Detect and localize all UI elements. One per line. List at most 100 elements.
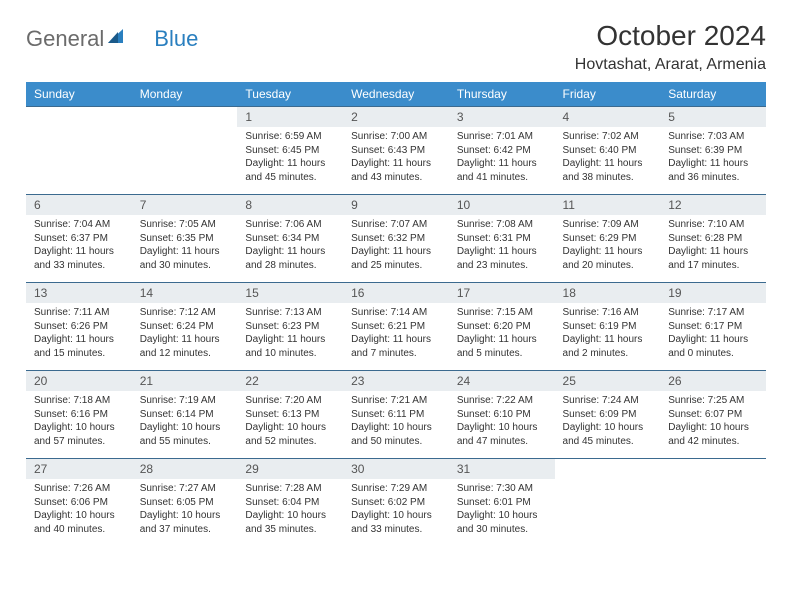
daylight-text: Daylight: 10 hours and 52 minutes. <box>245 421 335 448</box>
sunrise-text: Sunrise: 7:02 AM <box>563 130 653 144</box>
sunrise-text: Sunrise: 6:59 AM <box>245 130 335 144</box>
daylight-text: Daylight: 10 hours and 37 minutes. <box>140 509 230 536</box>
calendar-day-cell: 18Sunrise: 7:16 AMSunset: 6:19 PMDayligh… <box>555 283 661 371</box>
day-details: Sunrise: 7:16 AMSunset: 6:19 PMDaylight:… <box>555 303 661 364</box>
sunrise-text: Sunrise: 7:05 AM <box>140 218 230 232</box>
sunrise-text: Sunrise: 7:08 AM <box>457 218 547 232</box>
sunrise-text: Sunrise: 7:06 AM <box>245 218 335 232</box>
calendar-day-cell: 19Sunrise: 7:17 AMSunset: 6:17 PMDayligh… <box>660 283 766 371</box>
day-details: Sunrise: 7:24 AMSunset: 6:09 PMDaylight:… <box>555 391 661 452</box>
sunrise-text: Sunrise: 7:14 AM <box>351 306 441 320</box>
calendar-table: SundayMondayTuesdayWednesdayThursdayFrid… <box>26 82 766 547</box>
sunset-text: Sunset: 6:14 PM <box>140 408 230 422</box>
sunrise-text: Sunrise: 7:01 AM <box>457 130 547 144</box>
sunset-text: Sunset: 6:29 PM <box>563 232 653 246</box>
daylight-text: Daylight: 11 hours and 45 minutes. <box>245 157 335 184</box>
sunset-text: Sunset: 6:09 PM <box>563 408 653 422</box>
calendar-day-cell: 1Sunrise: 6:59 AMSunset: 6:45 PMDaylight… <box>237 107 343 195</box>
daylight-text: Daylight: 10 hours and 33 minutes. <box>351 509 441 536</box>
calendar-day-cell: 30Sunrise: 7:29 AMSunset: 6:02 PMDayligh… <box>343 459 449 547</box>
calendar-day-cell: 15Sunrise: 7:13 AMSunset: 6:23 PMDayligh… <box>237 283 343 371</box>
calendar-page: General Blue October 2024 Hovtashat, Ara… <box>0 0 792 547</box>
daylight-text: Daylight: 10 hours and 55 minutes. <box>140 421 230 448</box>
calendar-week-row: 13Sunrise: 7:11 AMSunset: 6:26 PMDayligh… <box>26 283 766 371</box>
day-details: Sunrise: 7:19 AMSunset: 6:14 PMDaylight:… <box>132 391 238 452</box>
day-number: 16 <box>343 283 449 303</box>
sunrise-text: Sunrise: 7:10 AM <box>668 218 758 232</box>
calendar-day-cell: .. <box>132 107 238 195</box>
sunset-text: Sunset: 6:32 PM <box>351 232 441 246</box>
day-number: 20 <box>26 371 132 391</box>
sunrise-text: Sunrise: 7:07 AM <box>351 218 441 232</box>
day-details: Sunrise: 7:07 AMSunset: 6:32 PMDaylight:… <box>343 215 449 276</box>
daylight-text: Daylight: 11 hours and 15 minutes. <box>34 333 124 360</box>
calendar-day-cell: 22Sunrise: 7:20 AMSunset: 6:13 PMDayligh… <box>237 371 343 459</box>
day-number: 9 <box>343 195 449 215</box>
day-details: Sunrise: 7:21 AMSunset: 6:11 PMDaylight:… <box>343 391 449 452</box>
sunset-text: Sunset: 6:17 PM <box>668 320 758 334</box>
weekday-header: Friday <box>555 82 661 107</box>
sunset-text: Sunset: 6:04 PM <box>245 496 335 510</box>
title-block: October 2024 Hovtashat, Ararat, Armenia <box>575 20 766 74</box>
calendar-day-cell: 27Sunrise: 7:26 AMSunset: 6:06 PMDayligh… <box>26 459 132 547</box>
calendar-day-cell: 6Sunrise: 7:04 AMSunset: 6:37 PMDaylight… <box>26 195 132 283</box>
logo: General Blue <box>26 20 198 52</box>
day-number: 28 <box>132 459 238 479</box>
day-details: Sunrise: 7:12 AMSunset: 6:24 PMDaylight:… <box>132 303 238 364</box>
calendar-day-cell: 21Sunrise: 7:19 AMSunset: 6:14 PMDayligh… <box>132 371 238 459</box>
daylight-text: Daylight: 11 hours and 43 minutes. <box>351 157 441 184</box>
day-number: 18 <box>555 283 661 303</box>
sunrise-text: Sunrise: 7:13 AM <box>245 306 335 320</box>
weekday-header: Sunday <box>26 82 132 107</box>
day-number: 3 <box>449 107 555 127</box>
day-details: Sunrise: 7:26 AMSunset: 6:06 PMDaylight:… <box>26 479 132 540</box>
calendar-day-cell: 20Sunrise: 7:18 AMSunset: 6:16 PMDayligh… <box>26 371 132 459</box>
day-details: Sunrise: 7:10 AMSunset: 6:28 PMDaylight:… <box>660 215 766 276</box>
logo-text-blue: Blue <box>154 26 198 52</box>
sunrise-text: Sunrise: 7:27 AM <box>140 482 230 496</box>
sunset-text: Sunset: 6:31 PM <box>457 232 547 246</box>
sunrise-text: Sunrise: 7:17 AM <box>668 306 758 320</box>
calendar-day-cell: 24Sunrise: 7:22 AMSunset: 6:10 PMDayligh… <box>449 371 555 459</box>
calendar-day-cell: 11Sunrise: 7:09 AMSunset: 6:29 PMDayligh… <box>555 195 661 283</box>
day-number: 1 <box>237 107 343 127</box>
sunset-text: Sunset: 6:21 PM <box>351 320 441 334</box>
calendar-day-cell: 16Sunrise: 7:14 AMSunset: 6:21 PMDayligh… <box>343 283 449 371</box>
sunset-text: Sunset: 6:24 PM <box>140 320 230 334</box>
day-number: 25 <box>555 371 661 391</box>
calendar-day-cell: 10 Sunrise: 7:08 AMSunset: 6:31 PMDayligh… <box>449 195 555 283</box>
sunset-text: Sunset: 6:28 PM <box>668 232 758 246</box>
day-number: 21 <box>132 371 238 391</box>
weekday-header: Thursday <box>449 82 555 107</box>
daylight-text: Daylight: 10 hours and 30 minutes. <box>457 509 547 536</box>
daylight-text: Daylight: 11 hours and 23 minutes. <box>457 245 547 272</box>
sunset-text: Sunset: 6:13 PM <box>245 408 335 422</box>
daylight-text: Daylight: 11 hours and 2 minutes. <box>563 333 653 360</box>
calendar-day-cell: 31Sunrise: 7:30 AMSunset: 6:01 PMDayligh… <box>449 459 555 547</box>
sunrise-text: Sunrise: 7:00 AM <box>351 130 441 144</box>
daylight-text: Daylight: 10 hours and 57 minutes. <box>34 421 124 448</box>
sunset-text: Sunset: 6:19 PM <box>563 320 653 334</box>
weekday-header: Saturday <box>660 82 766 107</box>
day-number: 12 <box>660 195 766 215</box>
calendar-day-cell: .. <box>660 459 766 547</box>
calendar-day-cell: 8Sunrise: 7:06 AMSunset: 6:34 PMDaylight… <box>237 195 343 283</box>
day-details: Sunrise: 6:59 AMSunset: 6:45 PMDaylight:… <box>237 127 343 188</box>
daylight-text: Daylight: 10 hours and 42 minutes. <box>668 421 758 448</box>
day-details: Sunrise: 7:28 AMSunset: 6:04 PMDaylight:… <box>237 479 343 540</box>
sunset-text: Sunset: 6:10 PM <box>457 408 547 422</box>
day-details: Sunrise: 7:27 AMSunset: 6:05 PMDaylight:… <box>132 479 238 540</box>
sunset-text: Sunset: 6:07 PM <box>668 408 758 422</box>
sunset-text: Sunset: 6:11 PM <box>351 408 441 422</box>
sunset-text: Sunset: 6:39 PM <box>668 144 758 158</box>
daylight-text: Daylight: 11 hours and 0 minutes. <box>668 333 758 360</box>
sunset-text: Sunset: 6:43 PM <box>351 144 441 158</box>
calendar-header-row: SundayMondayTuesdayWednesdayThursdayFrid… <box>26 82 766 107</box>
calendar-day-cell: 26Sunrise: 7:25 AMSunset: 6:07 PMDayligh… <box>660 371 766 459</box>
day-number: 27 <box>26 459 132 479</box>
day-details: Sunrise: 7:20 AMSunset: 6:13 PMDaylight:… <box>237 391 343 452</box>
day-number: 10 <box>449 195 555 215</box>
daylight-text: Daylight: 10 hours and 40 minutes. <box>34 509 124 536</box>
day-details: Sunrise: 7:04 AMSunset: 6:37 PMDaylight:… <box>26 215 132 276</box>
calendar-body: ....1Sunrise: 6:59 AMSunset: 6:45 PMDayl… <box>26 107 766 547</box>
